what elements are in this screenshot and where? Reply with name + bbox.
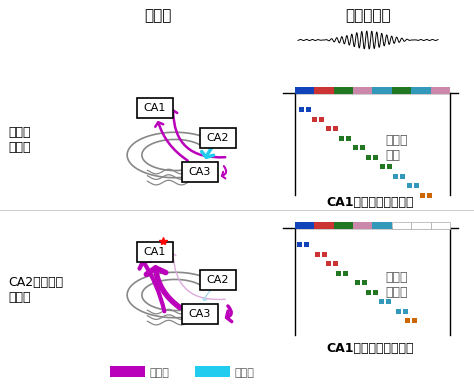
Bar <box>295 87 314 94</box>
Bar <box>411 87 430 94</box>
Bar <box>414 183 419 188</box>
Bar <box>337 270 341 275</box>
Text: リップル波: リップル波 <box>345 9 391 24</box>
Bar <box>403 308 409 314</box>
Bar <box>355 280 360 285</box>
Bar <box>353 87 373 94</box>
Bar <box>374 154 379 159</box>
Bar <box>314 87 334 94</box>
Bar <box>362 280 367 285</box>
Bar <box>405 318 410 323</box>
Bar <box>430 222 450 229</box>
FancyBboxPatch shape <box>182 304 218 324</box>
Bar <box>420 192 426 197</box>
Text: 再生は
不正確: 再生は 不正確 <box>385 271 408 299</box>
Bar <box>366 154 372 159</box>
Bar <box>387 164 392 169</box>
Bar <box>299 107 304 112</box>
Bar <box>428 192 432 197</box>
Bar <box>314 222 334 229</box>
Bar <box>110 366 145 377</box>
Text: 正確に
再生: 正確に 再生 <box>385 134 408 162</box>
Bar <box>346 135 352 140</box>
Bar <box>333 126 338 131</box>
Bar <box>386 299 391 304</box>
Text: 抑制性: 抑制性 <box>150 368 170 378</box>
Bar <box>430 87 450 94</box>
Bar <box>360 145 365 150</box>
Bar <box>353 145 358 150</box>
Bar <box>379 299 384 304</box>
Bar <box>326 261 331 266</box>
Text: CA1ニューロンの再生: CA1ニューロンの再生 <box>326 341 414 355</box>
Bar <box>393 173 399 178</box>
Bar <box>195 366 230 377</box>
Bar <box>326 126 331 131</box>
Bar <box>344 270 348 275</box>
Bar <box>322 251 328 256</box>
Bar <box>316 251 320 256</box>
Text: CA1ニューロンの再生: CA1ニューロンの再生 <box>326 196 414 210</box>
Bar <box>306 107 311 112</box>
Text: CA2: CA2 <box>207 133 229 143</box>
Bar <box>366 289 372 294</box>
Bar <box>333 261 338 266</box>
Bar <box>411 222 430 229</box>
Bar <box>319 116 325 121</box>
Bar <box>373 87 392 94</box>
Text: 未処置
マウス: 未処置 マウス <box>8 126 30 154</box>
Bar <box>401 173 405 178</box>
Bar <box>312 116 318 121</box>
Bar <box>396 308 401 314</box>
FancyBboxPatch shape <box>182 162 218 182</box>
Bar <box>373 222 392 229</box>
Bar <box>380 164 385 169</box>
Text: CA1: CA1 <box>144 103 166 113</box>
Bar <box>392 222 411 229</box>
Text: CA3: CA3 <box>189 309 211 319</box>
Bar <box>412 318 417 323</box>
FancyBboxPatch shape <box>200 270 236 290</box>
Text: 興奮性: 興奮性 <box>235 368 255 378</box>
Bar <box>353 222 373 229</box>
Text: CA3: CA3 <box>189 167 211 177</box>
Text: CA2: CA2 <box>207 275 229 285</box>
FancyBboxPatch shape <box>200 128 236 148</box>
Bar <box>297 242 302 247</box>
Text: モデル: モデル <box>144 9 172 24</box>
Text: CA1: CA1 <box>144 247 166 257</box>
FancyBboxPatch shape <box>137 242 173 262</box>
Bar <box>334 87 353 94</box>
Bar <box>295 222 314 229</box>
FancyBboxPatch shape <box>137 98 173 118</box>
Bar <box>392 87 411 94</box>
Bar <box>304 242 309 247</box>
Text: CA2不活性化
マウス: CA2不活性化 マウス <box>8 276 63 304</box>
Bar <box>334 222 353 229</box>
Bar <box>339 135 345 140</box>
Bar <box>407 183 412 188</box>
Bar <box>374 289 379 294</box>
